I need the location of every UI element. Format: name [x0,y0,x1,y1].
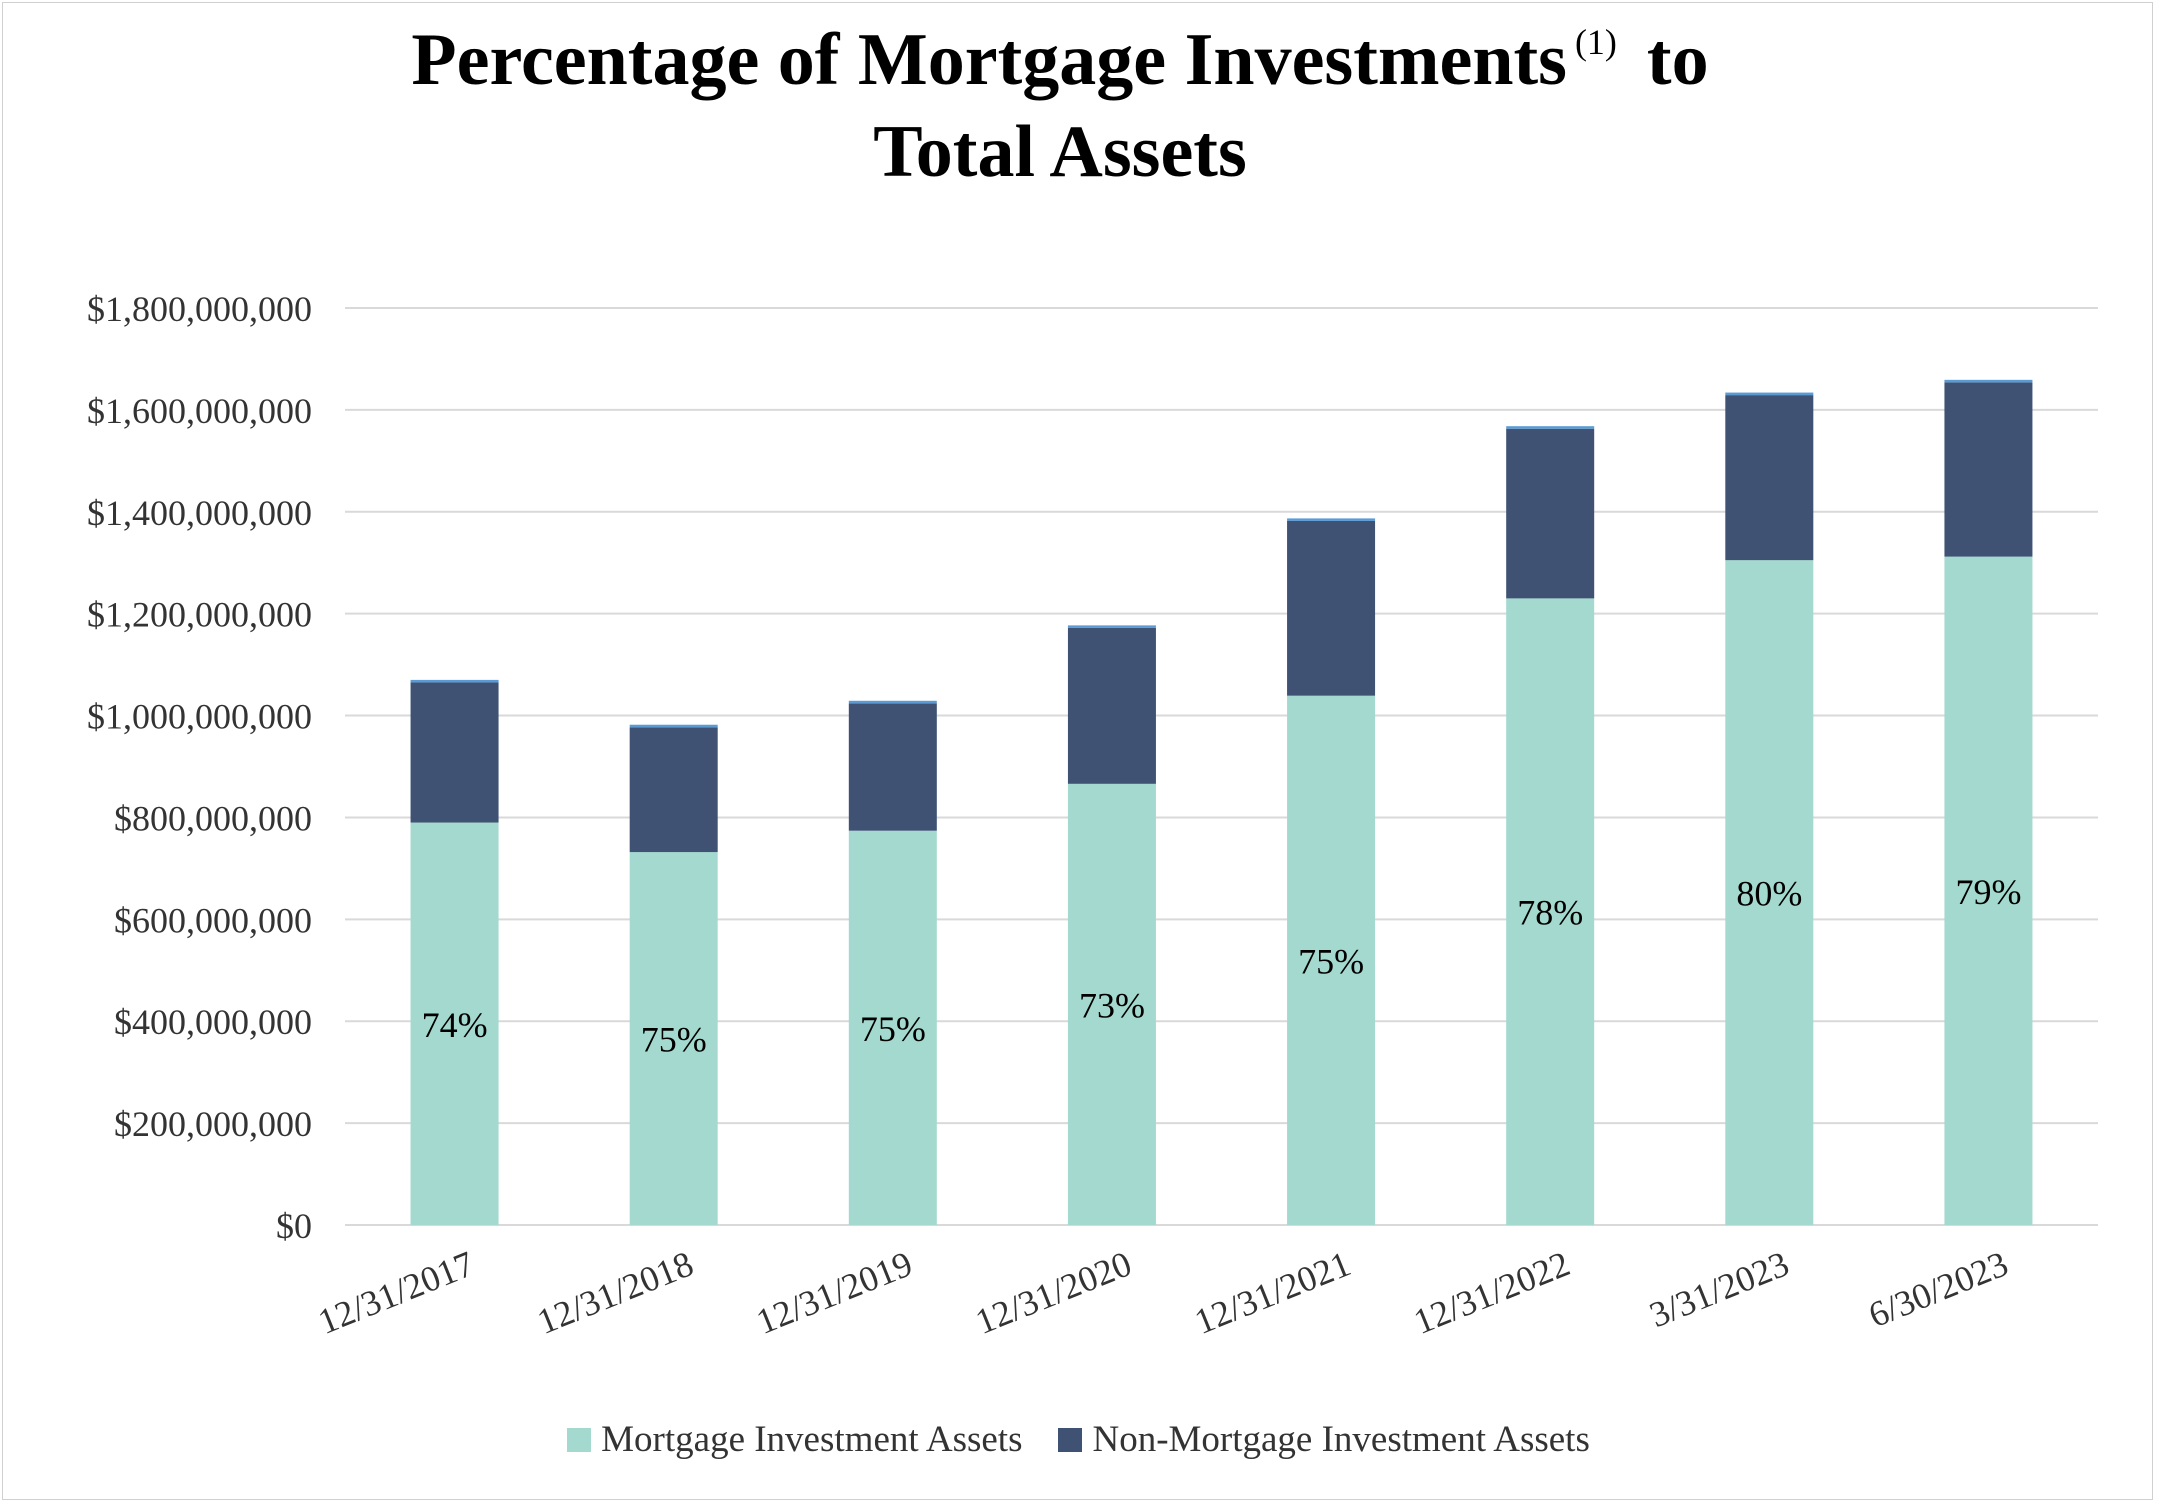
y-tick-label: $600,000,000 [114,900,312,940]
x-tick-label: 6/30/2023 [1863,1243,2013,1335]
bar-segment-non-mortgage [1944,382,2033,557]
bar-segment-non-mortgage [848,703,937,831]
legend-swatch-mortgage [567,1427,592,1452]
bar-segment-mortgage [1944,556,2033,1225]
chart-title: Percentage of Mortgage Investments (1) to … [0,14,2120,198]
bar-segment-mortgage [1067,783,1156,1225]
y-tick-label: $200,000,000 [114,1104,312,1144]
data-label: 75% [641,1020,707,1060]
data-label: 78% [1517,893,1583,933]
x-tick-label: 12/31/2020 [970,1243,1137,1342]
bar-segment-mortgage [848,830,937,1225]
title-footnote-marker: (1) [1574,22,1617,62]
data-label: 79% [1955,872,2021,912]
bar-segment-other [1725,392,1814,396]
data-label: 73% [1079,985,1145,1025]
y-tick-label: $0 [276,1206,312,1246]
y-tick-label: $1,400,000,000 [87,493,312,533]
data-label: 80% [1736,874,1802,914]
bar-segment-other [848,700,937,704]
y-tick-label: $1,200,000,000 [87,595,312,635]
data-label: 75% [1298,941,1364,981]
bar-segment-non-mortgage [410,682,499,823]
bar-segment-other [1067,625,1156,628]
bar-segment-other [410,679,499,683]
bar-segment-mortgage [410,822,499,1225]
x-tick-label: 12/31/2018 [532,1243,699,1342]
x-tick-label: 12/31/2019 [751,1243,918,1342]
legend-label-non-mortgage: Non-Mortgage Investment Assets [1092,1419,1590,1460]
y-tick-label: $400,000,000 [114,1002,312,1042]
bar-segment-other [1287,518,1376,521]
bar-segment-non-mortgage [629,727,718,853]
bar-segment-mortgage [629,852,718,1225]
y-tick-label: $1,800,000,000 [87,289,312,329]
bar-segment-non-mortgage [1067,627,1156,784]
x-tick-label: 3/31/2023 [1644,1243,1794,1335]
bar-segment-mortgage [1287,695,1376,1225]
title-tail: to [1646,19,1709,101]
bar-segment-non-mortgage [1506,428,1595,599]
bar-segment-other [629,724,718,728]
bar-segment-non-mortgage [1287,520,1376,696]
title-main: Percentage of Mortgage Investments [411,19,1567,101]
y-tick-label: $1,600,000,000 [87,391,312,431]
legend-item-non-mortgage: Non-Mortgage Investment Assets [1058,1418,1590,1461]
legend: Mortgage Investment Assets Non-Mortgage … [0,1418,2157,1461]
bar-segment-other [1506,426,1595,429]
x-tick-label: 12/31/2022 [1408,1243,1575,1342]
y-tick-label: $1,000,000,000 [87,697,312,737]
bar-segment-non-mortgage [1725,395,1814,561]
bar-segment-other [1944,379,2033,383]
bar-segment-mortgage [1506,598,1595,1225]
legend-swatch-non-mortgage [1058,1427,1083,1452]
legend-item-mortgage: Mortgage Investment Assets [567,1418,1022,1461]
data-label: 74% [422,1005,488,1045]
title-line-2: Total Assets [873,111,1247,193]
y-tick-label: $800,000,000 [114,798,312,838]
bar-segment-mortgage [1725,560,1814,1225]
x-tick-label: 12/31/2017 [313,1243,480,1342]
legend-label-mortgage: Mortgage Investment Assets [601,1419,1023,1460]
x-tick-label: 12/31/2021 [1189,1243,1356,1342]
data-label: 75% [860,1009,926,1049]
